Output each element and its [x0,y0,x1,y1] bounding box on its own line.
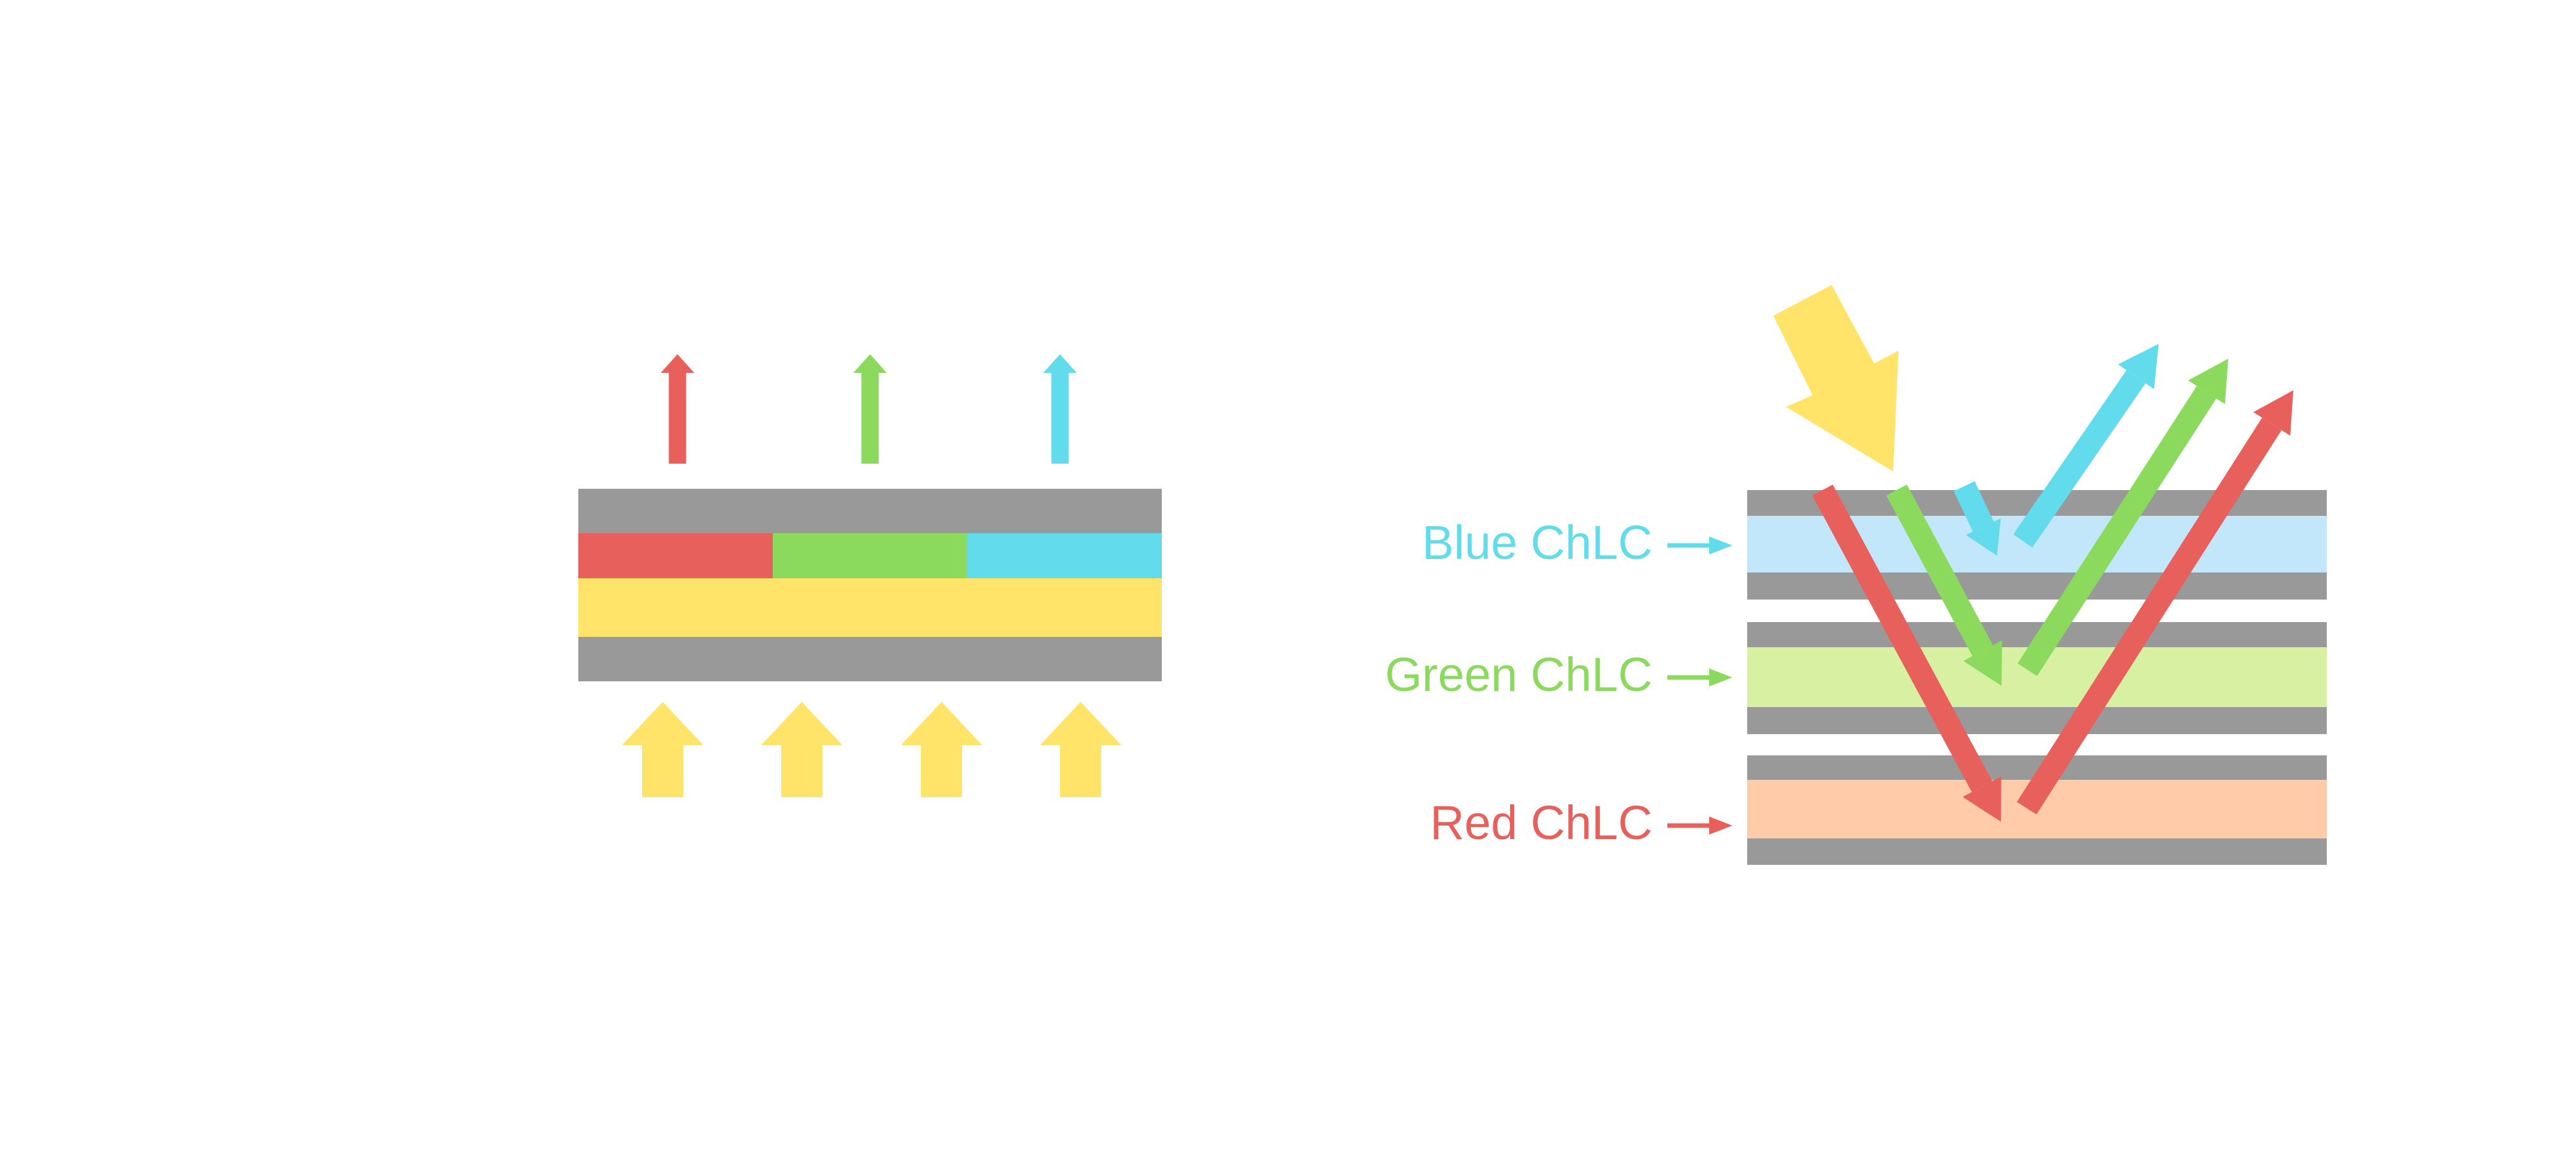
svg-text:Blue ChLC: Blue ChLC [1422,516,1653,569]
svg-text:Red ChLC: Red ChLC [1430,796,1653,849]
svg-text:Green ChLC: Green ChLC [1385,648,1653,701]
